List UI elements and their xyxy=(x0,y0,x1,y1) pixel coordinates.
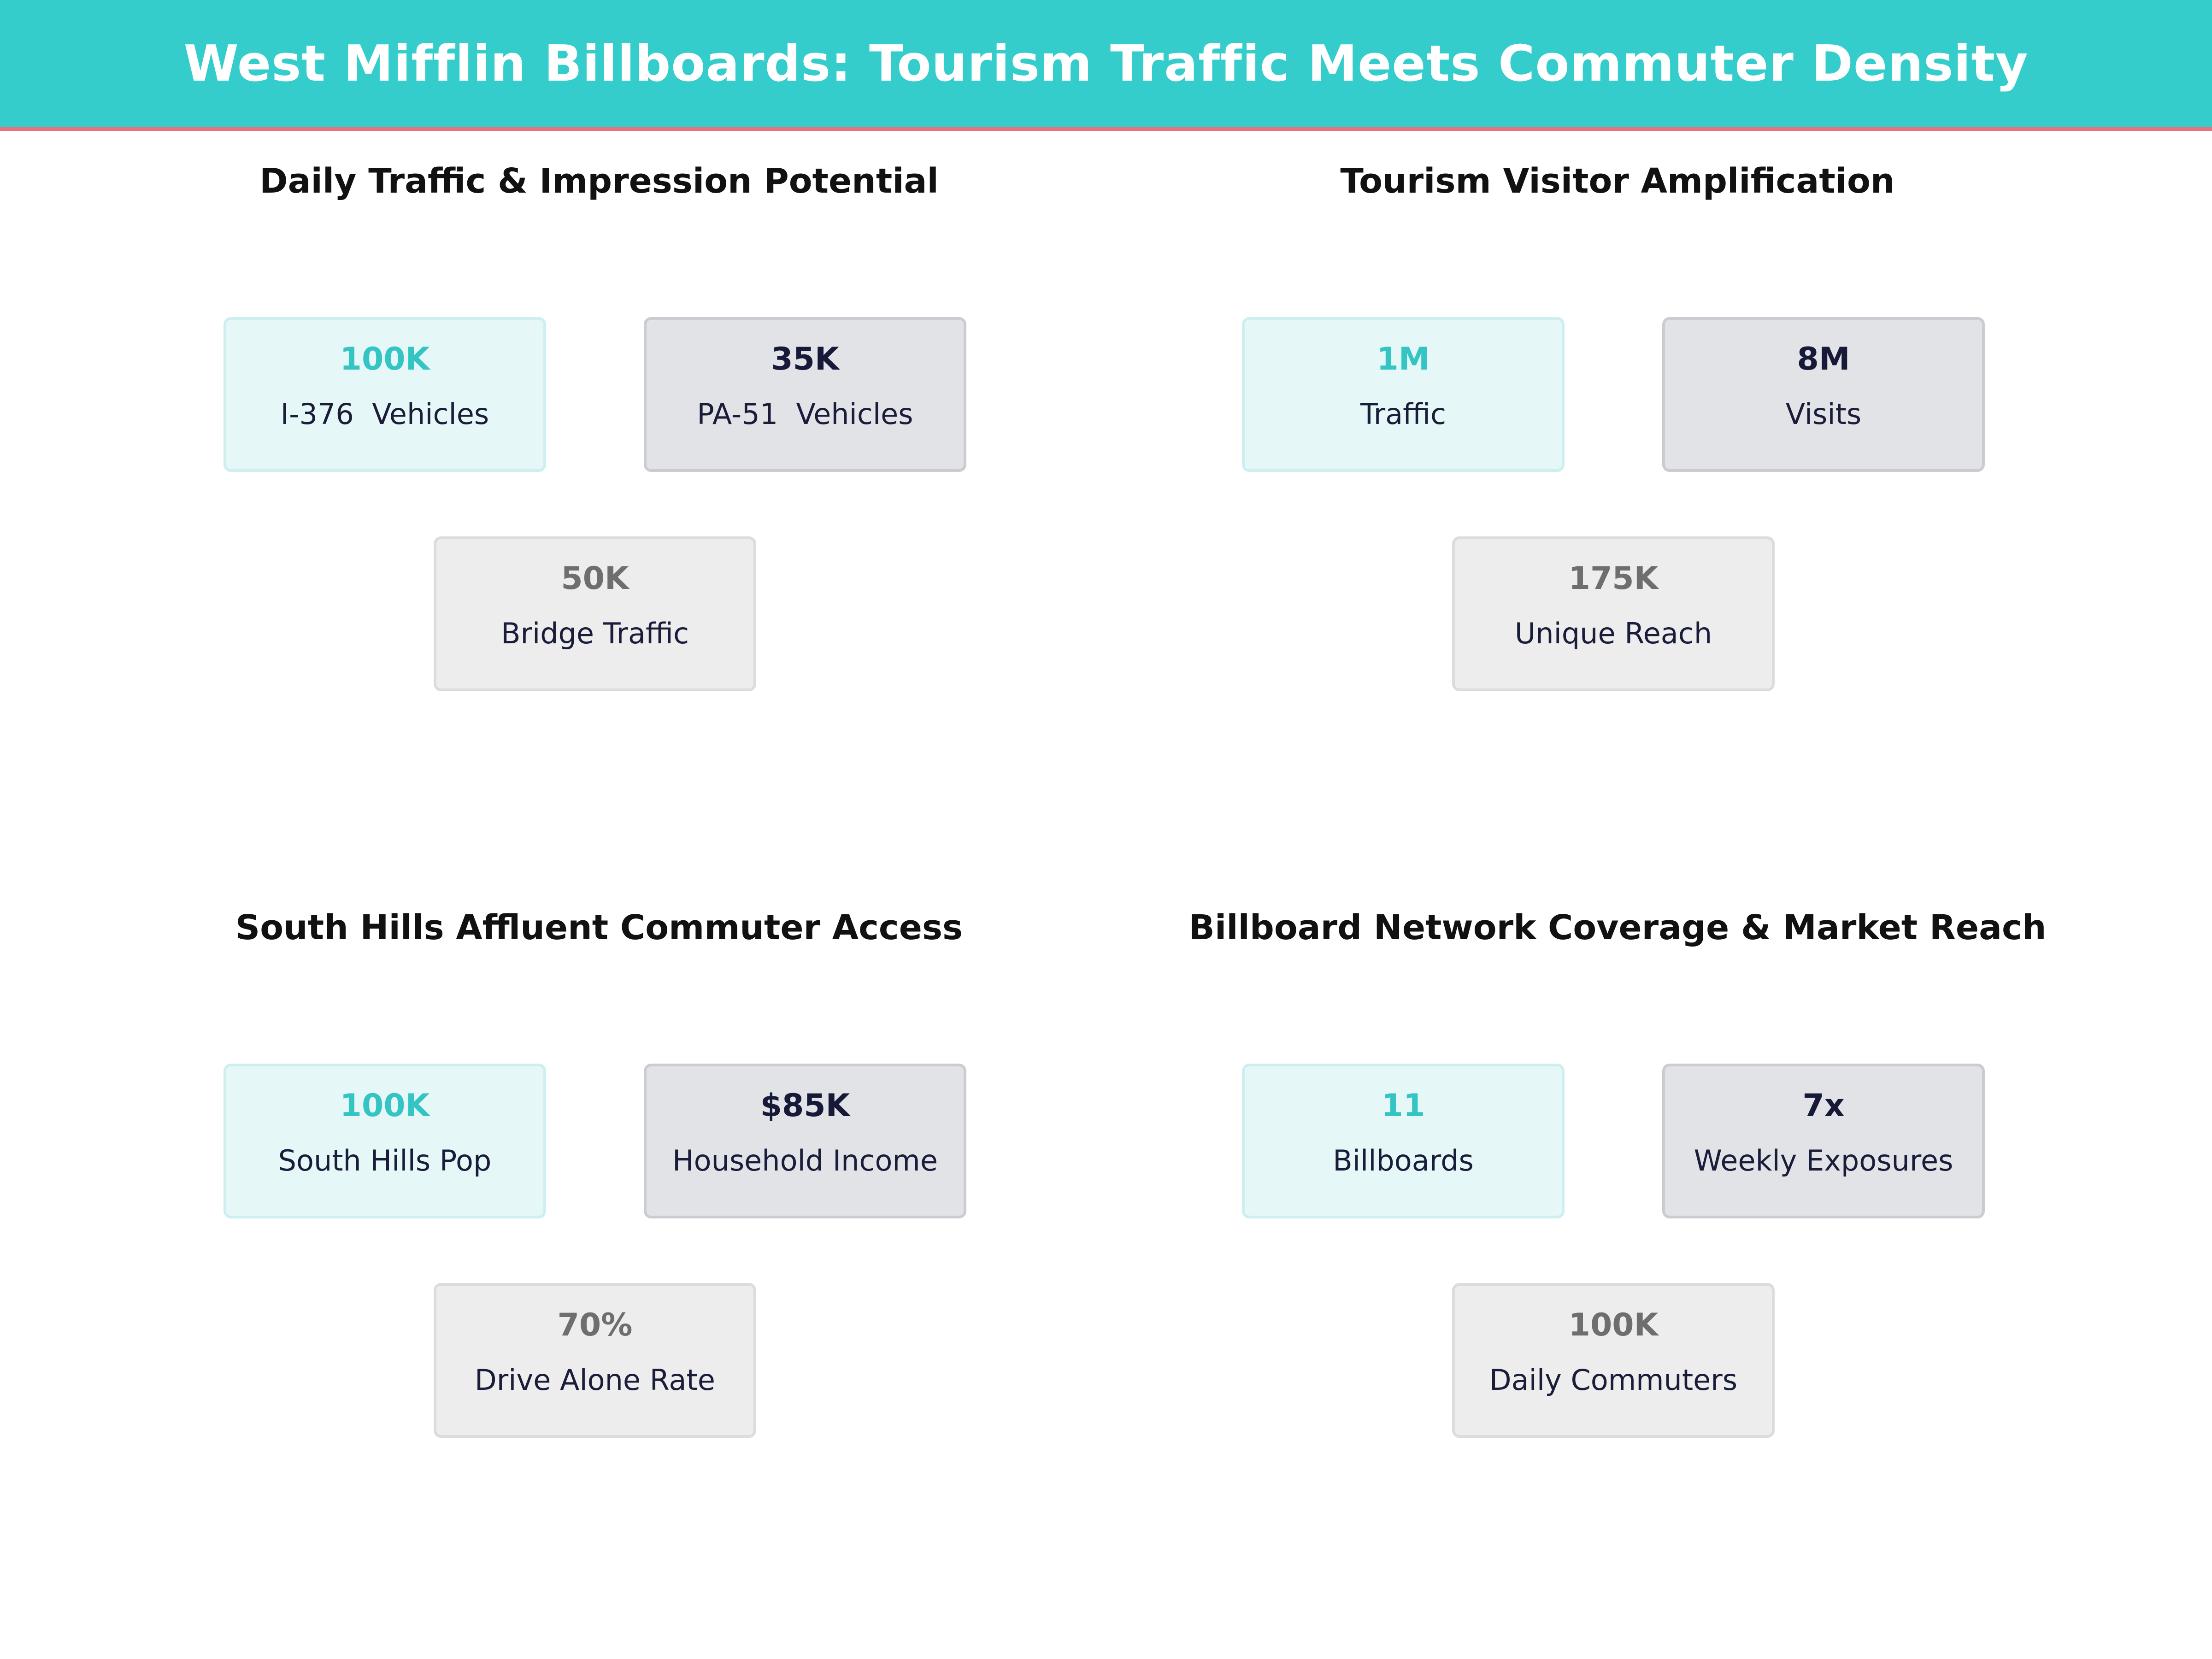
stat-value: 1M xyxy=(1377,341,1430,377)
stat-value: 7x xyxy=(1802,1088,1845,1124)
panel-title: Billboard Network Coverage & Market Reac… xyxy=(1188,908,2047,947)
stat-value: 50K xyxy=(561,560,629,597)
stat-label: South Hills Pop xyxy=(278,1144,492,1177)
header-banner: West Mifflin Billboards: Tourism Traffic… xyxy=(0,0,2212,131)
stat-label: Weekly Exposures xyxy=(1694,1144,1953,1177)
stat-card: 11 Billboards xyxy=(1242,1064,1565,1218)
stat-card: 1M Traffic xyxy=(1242,317,1565,472)
stat-value: 70% xyxy=(557,1307,633,1343)
stat-value: 8M xyxy=(1797,341,1850,377)
stat-value: $85K xyxy=(760,1088,850,1124)
stat-card: 70% Drive Alone Rate xyxy=(434,1283,756,1438)
stat-card: 100K I-376 Vehicles xyxy=(224,317,546,472)
panel-title: Daily Traffic & Impression Potential xyxy=(259,161,939,201)
stat-card: 8M Visits xyxy=(1662,317,1985,472)
stat-value: 11 xyxy=(1381,1088,1425,1124)
page-title: West Mifflin Billboards: Tourism Traffic… xyxy=(183,35,2029,93)
stat-label: PA-51 Vehicles xyxy=(697,397,913,431)
stat-label: Bridge Traffic xyxy=(500,617,689,650)
stat-card: 100K Daily Commuters xyxy=(1452,1283,1775,1438)
stat-card: $85K Household Income xyxy=(644,1064,966,1218)
panel-title: Tourism Visitor Amplification xyxy=(1340,161,1895,201)
stat-label: Unique Reach xyxy=(1514,617,1712,650)
panel-title: South Hills Affluent Commuter Access xyxy=(235,908,963,947)
stat-label: Household Income xyxy=(672,1144,938,1177)
panel-billboard-network: Billboard Network Coverage & Market Reac… xyxy=(1111,899,2124,1590)
stat-value: 100K xyxy=(340,1088,430,1124)
panel-daily-traffic: Daily Traffic & Impression Potential 100… xyxy=(92,152,1106,843)
stat-value: 100K xyxy=(1568,1307,1659,1343)
stat-card: 7x Weekly Exposures xyxy=(1662,1064,1985,1218)
stat-card: 35K PA-51 Vehicles xyxy=(644,317,966,472)
stat-label: Visits xyxy=(1785,397,1862,431)
stat-card: 50K Bridge Traffic xyxy=(434,536,756,691)
stat-value: 35K xyxy=(771,341,839,377)
stat-label: Traffic xyxy=(1360,397,1447,431)
stat-label: I-376 Vehicles xyxy=(280,397,489,431)
stat-value: 100K xyxy=(340,341,430,377)
stat-value: 175K xyxy=(1568,560,1659,597)
panel-south-hills: South Hills Affluent Commuter Access 100… xyxy=(92,899,1106,1590)
stat-card: 100K South Hills Pop xyxy=(224,1064,546,1218)
panel-tourism-visitor: Tourism Visitor Amplification 1M Traffic… xyxy=(1111,152,2124,843)
stat-card: 175K Unique Reach xyxy=(1452,536,1775,691)
stat-label: Drive Alone Rate xyxy=(475,1363,715,1397)
stat-label: Daily Commuters xyxy=(1489,1363,1738,1397)
stat-label: Billboards xyxy=(1333,1144,1474,1177)
